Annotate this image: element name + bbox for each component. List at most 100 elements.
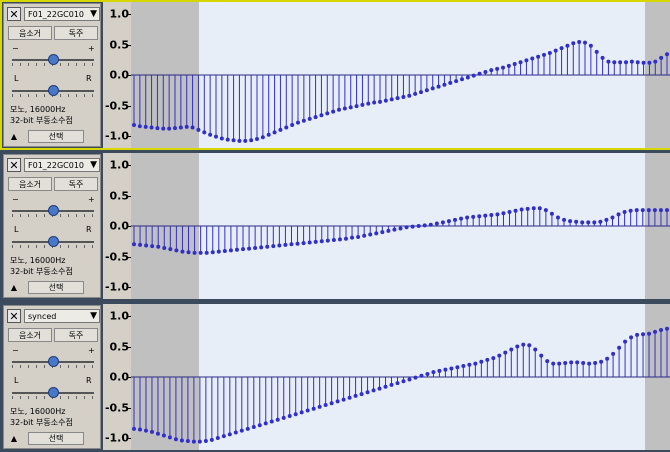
gain-slider[interactable] <box>12 54 94 66</box>
close-track-button[interactable]: ✕ <box>7 309 21 323</box>
pan-slider-thumb[interactable] <box>48 387 59 398</box>
sample-point <box>354 104 359 109</box>
close-track-button[interactable]: ✕ <box>7 158 21 172</box>
sample-point <box>247 246 252 251</box>
sample-point <box>611 351 616 356</box>
sample-point <box>549 211 554 216</box>
track-name-menu[interactable]: F01_22GC010 ▼ <box>24 7 100 21</box>
ruler-tick-label: 0.0 <box>109 68 130 82</box>
sample-point <box>574 219 579 224</box>
sample-point <box>301 241 306 246</box>
sample-point <box>419 90 423 95</box>
sample-point <box>530 56 535 61</box>
sample-point <box>143 124 148 129</box>
ruler-tick-mark <box>127 287 131 288</box>
gain-slider[interactable] <box>12 205 94 217</box>
select-track-button[interactable]: 선택 <box>28 281 84 294</box>
sample-point <box>331 109 336 114</box>
sample-point <box>313 239 318 244</box>
sample-point <box>168 247 173 252</box>
gain-slider-thumb[interactable] <box>48 205 59 216</box>
gain-slider-thumb[interactable] <box>48 54 59 65</box>
audio-track[interactable]: ✕ F01_22GC010 ▼ 음소거 독주 − + L R 모노, 16000… <box>0 151 670 301</box>
sample-point <box>542 52 546 57</box>
sample-point <box>281 415 286 420</box>
sample-point <box>289 242 294 247</box>
pan-slider-thumb[interactable] <box>48 236 59 247</box>
sample-point <box>543 208 548 213</box>
sample-point <box>269 419 274 424</box>
sample-point <box>331 238 336 243</box>
waveform[interactable] <box>131 153 670 299</box>
sample-point <box>501 65 505 70</box>
collapse-track-button[interactable]: ▲ <box>7 433 21 445</box>
collapse-track-button[interactable]: ▲ <box>7 131 21 143</box>
ruler-tick-label: 0.0 <box>109 370 130 384</box>
pan-slider-thumb[interactable] <box>48 85 59 96</box>
gain-minus-label: − <box>12 346 19 355</box>
sample-point <box>356 234 361 239</box>
sample-point <box>395 96 400 101</box>
sample-point <box>295 241 300 246</box>
sample-point <box>251 425 256 430</box>
gain-minus-label: − <box>12 44 19 53</box>
sample-point <box>407 377 412 382</box>
sample-point <box>301 118 306 123</box>
track-name-menu[interactable]: F01_22GC010 ▼ <box>24 158 100 172</box>
sample-point <box>628 208 633 213</box>
mute-button[interactable]: 음소거 <box>8 328 52 342</box>
pan-slider[interactable] <box>12 236 94 248</box>
sample-point <box>179 438 184 443</box>
mute-button[interactable]: 음소거 <box>8 177 52 191</box>
sample-point <box>551 361 556 366</box>
sample-point <box>665 208 669 213</box>
sample-point <box>374 231 379 236</box>
sample-point <box>241 247 246 252</box>
ruler-tick-mark <box>127 75 131 76</box>
select-track-button[interactable]: 선택 <box>28 432 84 445</box>
sample-point <box>392 227 397 232</box>
sample-point <box>216 249 221 254</box>
sample-point <box>665 326 669 331</box>
sample-point <box>196 127 201 132</box>
solo-button[interactable]: 독주 <box>54 26 98 40</box>
audio-track[interactable]: ✕ synced ▼ 음소거 독주 − + L R 모노, 16000Hz 32 <box>0 302 670 452</box>
sample-point <box>557 361 562 366</box>
sample-point <box>377 386 382 391</box>
mute-button[interactable]: 음소거 <box>8 26 52 40</box>
sample-point <box>253 245 258 250</box>
gain-slider-thumb[interactable] <box>48 356 59 367</box>
ruler-tick-label: 0.5 <box>109 189 130 202</box>
sample-point <box>389 382 394 387</box>
sample-point <box>265 244 270 249</box>
sample-point <box>422 223 427 228</box>
sample-point <box>386 228 391 233</box>
sample-point <box>624 60 628 65</box>
ruler-tick-label: 0.5 <box>109 38 130 51</box>
sample-point <box>149 429 154 434</box>
sample-point <box>342 106 347 111</box>
audio-track[interactable]: ✕ F01_22GC010 ▼ 음소거 독주 − + L R 모노, 16000… <box>0 0 670 150</box>
sample-point <box>437 368 442 373</box>
sample-point <box>307 240 312 245</box>
close-track-button[interactable]: ✕ <box>7 7 21 21</box>
solo-button[interactable]: 독주 <box>54 328 98 342</box>
pan-slider[interactable] <box>12 85 94 97</box>
sample-point <box>184 124 189 129</box>
track-name-label: F01_22GC010 <box>28 10 85 19</box>
pan-slider[interactable] <box>12 387 94 399</box>
track-name-menu[interactable]: synced ▼ <box>24 309 100 323</box>
select-track-button[interactable]: 선택 <box>28 130 84 143</box>
sample-point <box>483 69 488 74</box>
gain-slider[interactable] <box>12 356 94 368</box>
sample-point <box>571 41 576 46</box>
sample-point <box>404 225 409 230</box>
solo-button[interactable]: 독주 <box>54 177 98 191</box>
amplitude-ruler: 1.0 0.5 0.0 -0.5 -1.0 <box>103 153 131 299</box>
waveform[interactable] <box>131 2 670 148</box>
sample-point <box>347 395 352 400</box>
collapse-track-button[interactable]: ▲ <box>7 282 21 294</box>
sample-point <box>606 59 611 64</box>
waveform[interactable] <box>131 304 670 450</box>
sample-point <box>329 401 334 406</box>
